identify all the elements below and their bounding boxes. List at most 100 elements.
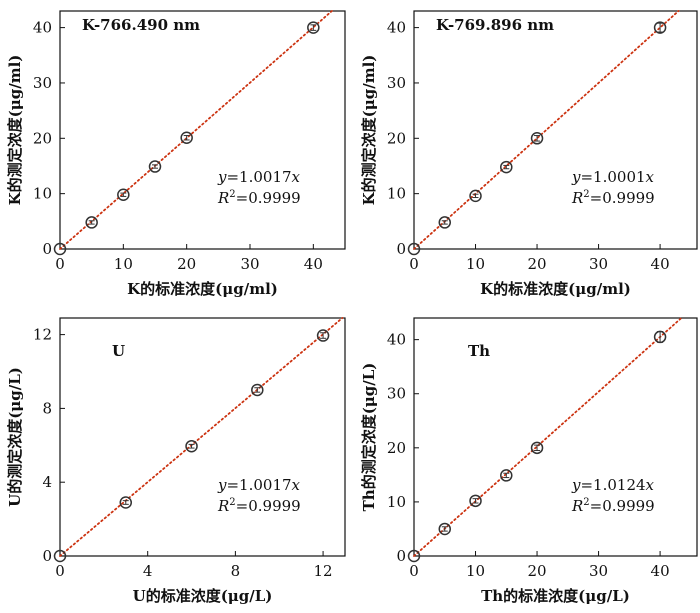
- plot-frame: [413, 317, 698, 557]
- panel-title: K-766.490 nm: [82, 16, 200, 34]
- r-squared: R2=0.9999: [217, 497, 301, 515]
- y-tick-label: 20: [387, 439, 406, 457]
- y-tick-label: 40: [387, 331, 406, 349]
- fit-line: [413, 10, 680, 250]
- r2-superscript: 2: [229, 497, 235, 508]
- plot-frame: [59, 317, 346, 557]
- x-axis-label: Th的标准浓度(μg/L): [481, 587, 630, 605]
- panel-title: Th: [468, 342, 490, 360]
- y-axis-label: K的测定浓度(μg/ml): [360, 55, 378, 206]
- data-point: [148, 160, 162, 173]
- x-tick-label: 30: [240, 255, 259, 273]
- data-point: [316, 329, 330, 342]
- y-tick-label: 40: [33, 19, 52, 37]
- r2-superscript: 2: [229, 189, 235, 200]
- x-axis-label: U的标准浓度(μg/L): [133, 587, 273, 605]
- r2-symbol: R: [571, 189, 583, 207]
- y-tick-label: 30: [33, 74, 52, 92]
- x-tick-label: 30: [589, 562, 608, 580]
- equation-y: y: [571, 476, 581, 494]
- data-point: [53, 549, 67, 563]
- equation-y: y: [217, 476, 227, 494]
- fit-equation: y=1.0017x: [217, 168, 301, 186]
- data-point: [251, 383, 264, 397]
- equation-y: y: [571, 168, 581, 186]
- y-tick-label: 30: [387, 385, 406, 403]
- r2-symbol: R: [217, 189, 229, 207]
- r2-symbol: R: [571, 497, 583, 515]
- x-tick-label: 4: [143, 562, 153, 580]
- data-point: [117, 188, 130, 202]
- x-tick-label: 12: [314, 562, 333, 580]
- data-point: [500, 160, 513, 174]
- equation-slope: =1.0124: [580, 476, 645, 494]
- data-point: [85, 216, 98, 229]
- y-axis-label: U的测定浓度(μg/L): [6, 367, 24, 507]
- y-tick-label: 10: [387, 493, 406, 511]
- r2-superscript: 2: [583, 497, 589, 508]
- x-axis-label: K的标准浓度(μg/ml): [480, 280, 631, 298]
- x-tick-label: 0: [409, 562, 419, 580]
- x-tick-label: 10: [466, 255, 485, 273]
- data-point: [53, 242, 67, 256]
- x-axis-label: K的标准浓度(μg/ml): [127, 280, 278, 298]
- equation-x: x: [292, 168, 301, 186]
- chart-panel-3: 0 4 8 12 0 4 8 12 U的标准浓度(μg/L) U的测定浓度(μg/L) Uy=1.0…: [6, 317, 346, 605]
- x-tick-label: 30: [589, 255, 608, 273]
- fit-equation: y=1.0124x: [571, 476, 655, 494]
- r2-value: =0.9999: [590, 189, 655, 207]
- y-tick-label: 12: [33, 326, 52, 344]
- fit-equation: y=1.0017x: [217, 476, 301, 494]
- data-point: [653, 21, 667, 34]
- data-point: [469, 494, 482, 508]
- y-tick-label: 4: [42, 473, 52, 491]
- x-tick-label: 40: [651, 562, 670, 580]
- y-tick-label: 8: [42, 399, 52, 417]
- y-tick-label: 10: [33, 185, 52, 203]
- y-tick-label: 20: [33, 129, 52, 147]
- equation-x: x: [292, 476, 301, 494]
- r2-value: =0.9999: [236, 189, 301, 207]
- plot-frame: [413, 10, 698, 250]
- r2-value: =0.9999: [590, 497, 655, 515]
- y-tick-label: 40: [387, 19, 406, 37]
- data-point: [530, 132, 544, 145]
- fit-equation: y=1.0001x: [571, 168, 655, 186]
- equation-x: x: [646, 476, 655, 494]
- fit-line: [59, 317, 344, 557]
- data-point: [407, 549, 421, 563]
- x-tick-label: 20: [527, 562, 546, 580]
- x-tick-label: 10: [114, 255, 133, 273]
- x-tick-label: 10: [466, 562, 485, 580]
- data-point: [469, 189, 482, 203]
- data-point: [500, 469, 513, 482]
- y-tick-label: 30: [387, 74, 406, 92]
- equation-slope: =1.0017: [226, 168, 291, 186]
- plot-frame: [59, 10, 346, 250]
- x-tick-label: 0: [55, 562, 65, 580]
- x-tick-label: 0: [55, 255, 65, 273]
- equation-slope: =1.0001: [580, 168, 645, 186]
- r2-value: =0.9999: [236, 497, 301, 515]
- r-squared: R2=0.9999: [217, 189, 301, 207]
- data-point: [407, 242, 421, 256]
- x-tick-label: 40: [651, 255, 670, 273]
- data-point: [438, 216, 452, 229]
- data-point: [530, 441, 544, 455]
- equation-slope: =1.0017: [226, 476, 291, 494]
- r2-symbol: R: [217, 497, 229, 515]
- data-point: [180, 131, 193, 144]
- panel-title: K-769.896 nm: [436, 16, 554, 34]
- data-point: [653, 330, 667, 344]
- y-axis-label: Th的测定浓度(μg/L): [360, 363, 378, 512]
- fit-line: [413, 317, 683, 557]
- chart-panel-4: 0 10 20 30 40 0 10 20 30 40 Th的标准浓度(μg/L) Th的测定浓度(μ…: [360, 317, 698, 605]
- y-tick-label: 20: [387, 129, 406, 147]
- data-point: [438, 522, 452, 536]
- data-point: [185, 439, 198, 453]
- data-point: [307, 21, 320, 34]
- r2-superscript: 2: [583, 189, 589, 200]
- r-squared: R2=0.9999: [571, 189, 655, 207]
- y-tick-label: 0: [396, 547, 406, 565]
